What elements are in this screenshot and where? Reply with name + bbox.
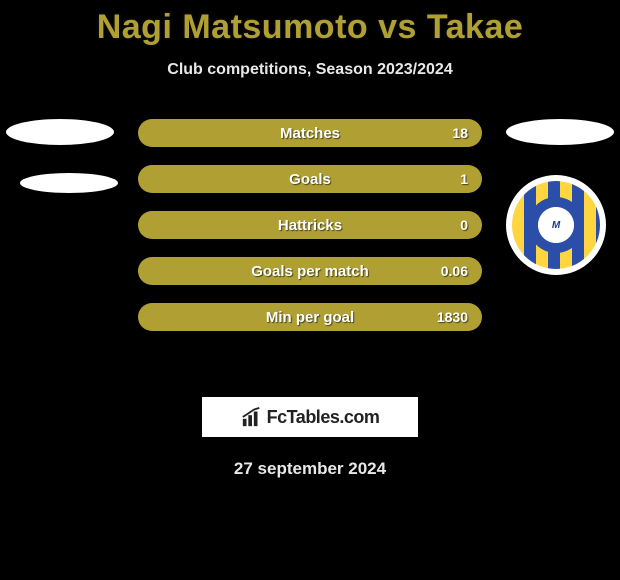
- ellipse-shape: [20, 173, 118, 193]
- badge-center-icon: M: [528, 197, 584, 253]
- comparison-card: Nagi Matsumoto vs Takae Club competition…: [0, 0, 620, 479]
- stat-value-right: 0: [460, 217, 468, 233]
- ellipse-shape: [6, 119, 114, 145]
- stat-value-right: 1: [460, 171, 468, 187]
- page-title: Nagi Matsumoto vs Takae: [0, 8, 620, 47]
- branding-box[interactable]: FcTables.com: [202, 397, 418, 437]
- branding-text: FcTables.com: [267, 407, 380, 428]
- player-right-placeholder: M: [506, 119, 614, 275]
- stat-bar-hattricks: Hattricks 0: [138, 211, 482, 239]
- stat-value-right: 0.06: [441, 263, 468, 279]
- content-area: M Matches 18 Goals 1 Hattricks 0 Goals p…: [0, 119, 620, 379]
- stat-bar-goals: Goals 1: [138, 165, 482, 193]
- date-label: 27 september 2024: [0, 459, 620, 479]
- player-left-placeholder: [6, 119, 118, 193]
- stat-label: Matches: [280, 125, 340, 142]
- stat-bar-matches: Matches 18: [138, 119, 482, 147]
- stat-label: Hattricks: [278, 217, 342, 234]
- club-badge: M: [506, 175, 606, 275]
- subtitle: Club competitions, Season 2023/2024: [0, 61, 620, 79]
- chart-bars-icon: [241, 406, 263, 428]
- stat-value-right: 1830: [437, 309, 468, 325]
- stat-bar-goals-per-match: Goals per match 0.06: [138, 257, 482, 285]
- ellipse-shape: [506, 119, 614, 145]
- stat-value-right: 18: [452, 125, 468, 141]
- badge-stripes: M: [512, 181, 600, 269]
- stat-label: Min per goal: [266, 309, 354, 326]
- stat-bars: Matches 18 Goals 1 Hattricks 0 Goals per…: [138, 119, 482, 349]
- stat-label: Goals: [289, 171, 331, 188]
- stat-bar-min-per-goal: Min per goal 1830: [138, 303, 482, 331]
- stat-label: Goals per match: [251, 263, 369, 280]
